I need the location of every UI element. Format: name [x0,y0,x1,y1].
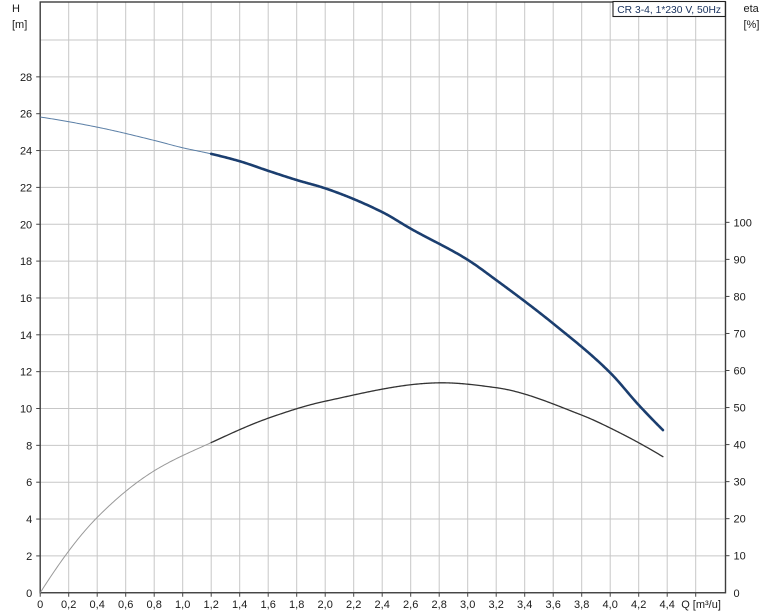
svg-text:2,2: 2,2 [346,599,361,611]
svg-text:1,0: 1,0 [175,599,190,611]
svg-text:0,6: 0,6 [118,599,133,611]
svg-text:2: 2 [26,551,32,563]
svg-text:3,0: 3,0 [460,599,475,611]
svg-text:0,4: 0,4 [90,599,105,611]
svg-text:10: 10 [734,551,746,563]
svg-text:2,8: 2,8 [432,599,447,611]
svg-text:14: 14 [20,330,32,342]
svg-text:60: 60 [734,366,746,378]
svg-text:6: 6 [26,477,32,489]
svg-text:Q [m³/u]: Q [m³/u] [681,599,721,611]
svg-text:3,2: 3,2 [489,599,504,611]
svg-text:4: 4 [26,514,32,526]
svg-text:12: 12 [20,367,32,379]
svg-text:4,0: 4,0 [603,599,618,611]
svg-text:50: 50 [734,403,746,415]
svg-text:3,8: 3,8 [574,599,589,611]
svg-text:24: 24 [20,146,32,158]
svg-text:0: 0 [26,588,32,600]
svg-text:10: 10 [20,404,32,416]
svg-text:4,2: 4,2 [631,599,646,611]
svg-text:26: 26 [20,109,32,121]
svg-text:0: 0 [734,588,740,600]
svg-text:1,4: 1,4 [232,599,247,611]
svg-text:0: 0 [37,599,43,611]
svg-text:30: 30 [734,477,746,489]
svg-text:3,6: 3,6 [546,599,561,611]
svg-text:40: 40 [734,440,746,452]
svg-text:2,6: 2,6 [403,599,418,611]
svg-text:3,4: 3,4 [517,599,532,611]
svg-text:0,2: 0,2 [61,599,76,611]
svg-text:[%]: [%] [744,19,760,31]
svg-text:4,4: 4,4 [660,599,675,611]
svg-text:[m]: [m] [12,19,27,31]
svg-text:CR 3-4, 1*230 V, 50Hz: CR 3-4, 1*230 V, 50Hz [617,5,721,16]
svg-text:90: 90 [734,254,746,266]
svg-text:8: 8 [26,440,32,452]
svg-text:80: 80 [734,291,746,303]
svg-text:22: 22 [20,182,32,194]
svg-text:28: 28 [20,72,32,84]
svg-text:2,4: 2,4 [375,599,390,611]
svg-text:16: 16 [20,293,32,305]
svg-text:20: 20 [734,514,746,526]
svg-text:1,8: 1,8 [289,599,304,611]
svg-text:70: 70 [734,328,746,340]
svg-text:1,2: 1,2 [204,599,219,611]
svg-text:20: 20 [20,219,32,231]
svg-text:H: H [12,3,20,15]
svg-text:2,0: 2,0 [318,599,333,611]
svg-text:18: 18 [20,256,32,268]
svg-text:1,6: 1,6 [261,599,276,611]
svg-text:0,8: 0,8 [147,599,162,611]
svg-text:100: 100 [734,217,752,229]
svg-text:eta: eta [744,3,760,15]
